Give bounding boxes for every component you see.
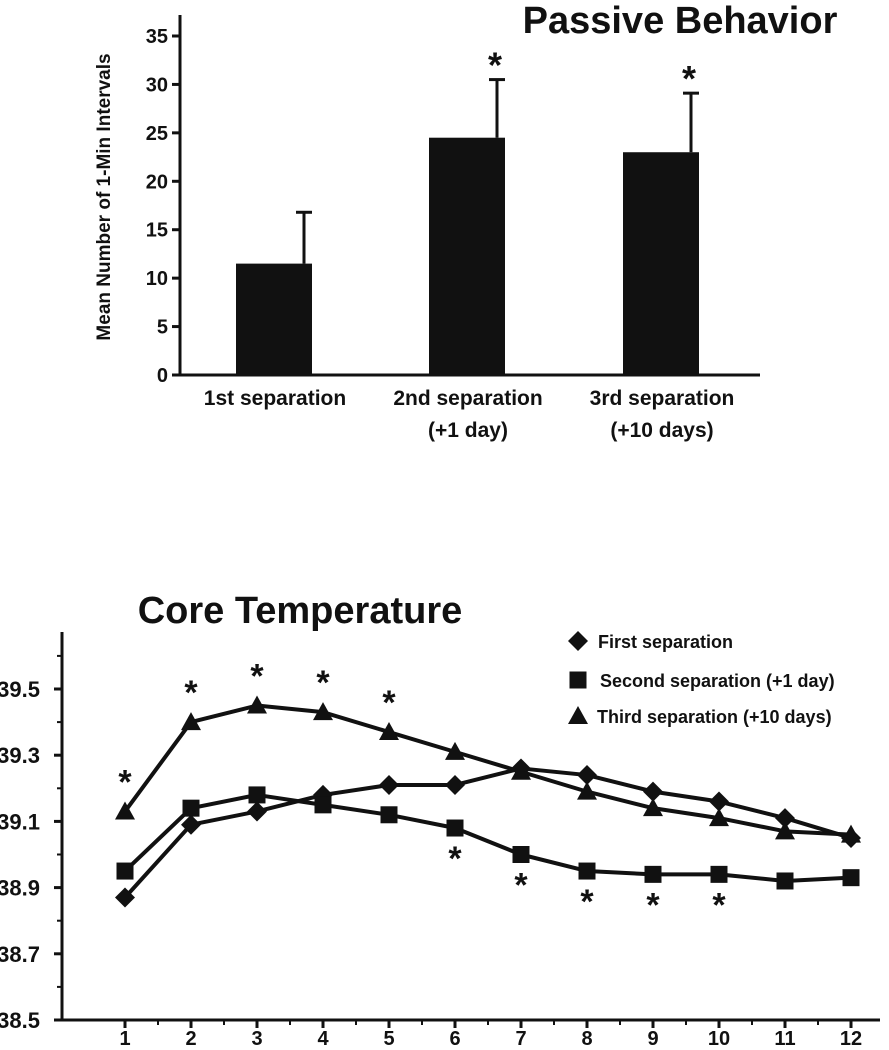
line-chart-title: Core Temperature — [138, 590, 463, 632]
line-significance-star: * — [382, 684, 396, 722]
line-y-tick-label: 39.3 — [0, 743, 40, 768]
line-x-tick-label: 11 — [774, 1028, 795, 1050]
bar-y-tick-label: 10 — [146, 268, 168, 290]
bar-x-label-line2: (+1 day) — [428, 419, 508, 442]
point-square — [116, 862, 134, 880]
point-triangle — [841, 824, 861, 843]
point-square — [182, 799, 200, 817]
series-line-triangle — [123, 703, 852, 837]
point-diamond — [577, 765, 597, 786]
legend-label: First separation — [598, 632, 733, 652]
line-y-tick-label: 38.9 — [0, 876, 40, 901]
bar-y-tick-label: 20 — [146, 171, 168, 193]
core-temperature-chart: Core Temperature 38.5 38.7 38.9 39.1 39.3 39.… — [0, 590, 880, 1050]
legend: First separation Second separation (+1 da… — [568, 631, 835, 727]
point-triangle — [511, 761, 531, 780]
line-x-tick-label: 4 — [317, 1028, 329, 1050]
line-x-tick-label: 7 — [515, 1028, 526, 1050]
line-significance-star: * — [316, 664, 330, 702]
point-diamond — [709, 791, 729, 812]
line-x-tick-label: 2 — [185, 1028, 196, 1050]
line-x-tick-label: 8 — [581, 1028, 592, 1050]
line-significance-star: * — [118, 763, 132, 801]
bar-significance-star: * — [488, 45, 502, 86]
line-significance-star: * — [646, 886, 660, 924]
line-significance-star: * — [712, 886, 726, 924]
series-line-square — [123, 792, 852, 883]
line-x-tick-label: 9 — [647, 1028, 658, 1050]
legend-label: Third separation (+10 days) — [597, 707, 832, 727]
point-triangle — [379, 722, 399, 741]
point-triangle — [643, 798, 663, 817]
line-x-tick-label: 3 — [251, 1028, 262, 1050]
series-line-diamond — [123, 766, 852, 899]
line-significance-star: * — [580, 883, 594, 921]
line-x-tick-label: 5 — [383, 1028, 394, 1050]
point-triangle — [775, 821, 795, 840]
line-y-tick-label: 38.5 — [0, 1008, 40, 1033]
bar-y-tick-label: 25 — [146, 123, 168, 145]
point-triangle — [181, 712, 201, 731]
bar-y-tick-label: 35 — [146, 26, 168, 48]
point-square — [644, 865, 662, 883]
bar-chart-y-label: Mean Number of 1-Min Intervals — [94, 53, 115, 340]
point-diamond — [445, 774, 465, 795]
bar-chart-title: Passive Behavior — [523, 0, 838, 42]
point-diamond — [775, 808, 795, 829]
point-diamond — [115, 887, 135, 908]
line-y-tick-label: 39.5 — [0, 677, 40, 702]
bar — [429, 137, 505, 375]
line-x-tick-label: 6 — [449, 1028, 460, 1050]
legend-marker-diamond — [568, 631, 588, 651]
point-diamond — [247, 801, 267, 822]
passive-behavior-chart: Passive Behavior Mean Number of 1-Min In… — [94, 0, 838, 442]
line-x-tick-label: 10 — [708, 1028, 730, 1050]
line-y-tick-label: 38.7 — [0, 942, 40, 967]
bar-y-tick-label: 5 — [157, 317, 168, 339]
point-diamond — [379, 774, 399, 795]
legend-marker-triangle — [568, 706, 588, 724]
point-square — [248, 786, 266, 804]
point-triangle — [313, 702, 333, 721]
bar — [236, 263, 312, 375]
point-triangle — [709, 808, 729, 827]
line-significance-star: * — [448, 840, 462, 878]
bar-x-label: 2nd separation — [393, 387, 542, 410]
point-triangle — [115, 801, 135, 820]
point-square — [776, 872, 794, 890]
bar-y-tick-label: 0 — [157, 365, 168, 387]
point-square — [380, 806, 398, 824]
legend-marker-square — [569, 671, 587, 689]
point-triangle — [577, 781, 597, 800]
point-diamond — [643, 781, 663, 802]
point-square — [314, 796, 332, 814]
bar-x-label: 1st separation — [204, 387, 346, 410]
point-square — [512, 846, 530, 863]
point-triangle — [445, 741, 465, 760]
line-x-tick-label: 1 — [119, 1028, 130, 1050]
bar-significance-star: * — [682, 58, 696, 99]
point-square — [710, 865, 728, 883]
line-y-tick-label: 39.1 — [0, 809, 40, 834]
bar — [623, 152, 699, 375]
point-square — [842, 869, 860, 887]
bar-y-tick-label: 15 — [146, 220, 168, 242]
bar-x-label: 3rd separation — [590, 387, 735, 410]
point-diamond — [181, 814, 201, 835]
line-significance-star: * — [250, 658, 264, 696]
line-x-tick-label: 12 — [840, 1028, 862, 1050]
bar-x-label-line2: (+10 days) — [610, 419, 713, 442]
point-square — [578, 862, 596, 880]
line-significance-star: * — [514, 867, 528, 905]
line-significance-star: * — [184, 674, 198, 712]
point-square — [446, 819, 464, 837]
bar-y-tick-label: 30 — [146, 74, 168, 96]
point-triangle — [247, 695, 267, 714]
legend-label: Second separation (+1 day) — [600, 671, 835, 691]
